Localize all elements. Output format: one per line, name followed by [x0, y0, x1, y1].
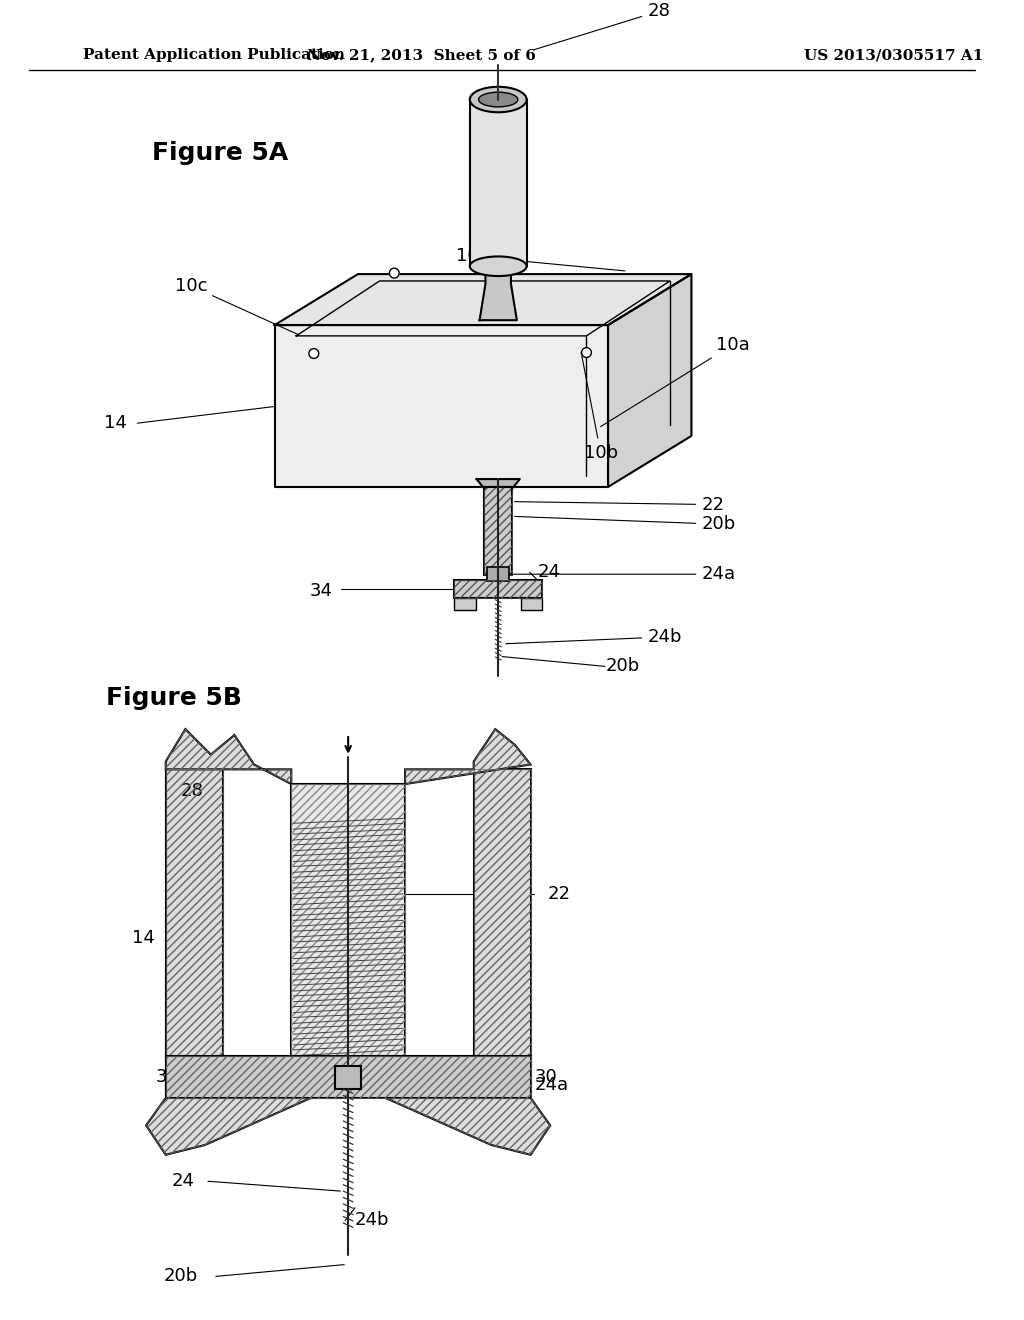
Bar: [454, 579, 543, 598]
Bar: [487, 568, 509, 581]
Text: US 2013/0305517 A1: US 2013/0305517 A1: [804, 49, 984, 62]
Text: 24b: 24b: [506, 628, 682, 645]
Circle shape: [582, 347, 592, 358]
Bar: [166, 770, 222, 1093]
Polygon shape: [385, 1098, 550, 1155]
Polygon shape: [608, 275, 691, 487]
Text: 30: 30: [535, 1068, 557, 1086]
Text: Figure 5A: Figure 5A: [152, 141, 289, 165]
Text: 10b: 10b: [581, 352, 617, 462]
Text: 24: 24: [171, 1172, 195, 1191]
Text: 28: 28: [535, 3, 670, 50]
Polygon shape: [274, 325, 608, 487]
Polygon shape: [274, 275, 691, 325]
Bar: [166, 1056, 530, 1098]
Text: Figure 5B: Figure 5B: [105, 686, 242, 710]
Ellipse shape: [470, 256, 526, 276]
Bar: [454, 598, 476, 610]
Text: 14: 14: [104, 414, 127, 432]
Bar: [291, 784, 406, 1065]
Bar: [521, 598, 543, 610]
Bar: [474, 770, 530, 1093]
Polygon shape: [479, 267, 517, 321]
Bar: [484, 487, 512, 576]
Ellipse shape: [470, 87, 526, 112]
Bar: [291, 784, 406, 1065]
Circle shape: [309, 348, 318, 359]
Circle shape: [389, 268, 399, 279]
Bar: [484, 487, 512, 576]
Text: 10d: 10d: [456, 247, 625, 271]
Text: 20b: 20b: [164, 1267, 198, 1286]
Text: Nov. 21, 2013  Sheet 5 of 6: Nov. 21, 2013 Sheet 5 of 6: [307, 49, 537, 62]
Bar: [470, 99, 526, 267]
Text: 24a: 24a: [512, 565, 735, 583]
Polygon shape: [166, 729, 291, 784]
Text: 10a: 10a: [601, 335, 750, 426]
Text: 22: 22: [515, 495, 724, 513]
Text: 24b: 24b: [355, 1212, 389, 1229]
Bar: [166, 1056, 530, 1098]
Text: 34: 34: [156, 1068, 178, 1086]
Text: 34: 34: [310, 582, 333, 599]
Bar: [166, 770, 222, 1093]
Text: 28: 28: [181, 781, 204, 800]
Text: 10c: 10c: [174, 277, 299, 335]
Bar: [454, 579, 543, 598]
Text: 20b: 20b: [515, 515, 735, 533]
Text: 14: 14: [132, 929, 155, 946]
Text: 24: 24: [538, 564, 560, 581]
Bar: [474, 770, 530, 1093]
Polygon shape: [146, 1098, 311, 1155]
Bar: [336, 1065, 360, 1089]
Text: 24a: 24a: [535, 1076, 568, 1094]
Text: Patent Application Publication: Patent Application Publication: [83, 49, 345, 62]
Ellipse shape: [478, 92, 518, 107]
Text: 22: 22: [547, 884, 570, 903]
Polygon shape: [476, 479, 520, 488]
Polygon shape: [406, 729, 530, 784]
Text: 20b: 20b: [606, 657, 640, 676]
